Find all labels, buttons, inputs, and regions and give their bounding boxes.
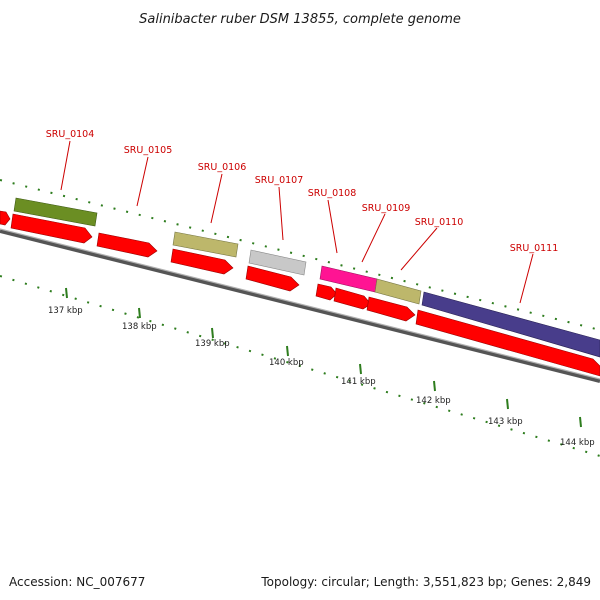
cds-arrow-sru-0104[interactable]: [10, 213, 93, 244]
genome-backbone: [0, 229, 600, 383]
genome-backbone-highlight: [0, 228, 600, 380]
gene-label-sru-0110[interactable]: SRU_0110: [415, 217, 464, 228]
kbp-label: 143 kbp: [488, 417, 523, 427]
kbp-label: 142 kbp: [416, 396, 451, 406]
scale-major-tick: [65, 287, 68, 299]
scale-major-tick: [579, 416, 582, 428]
gene-label-sru-0105[interactable]: SRU_0105: [124, 145, 173, 156]
cds-arrow-sru-0109[interactable]: [333, 287, 372, 310]
leader-line: [136, 156, 149, 207]
scale-major-tick: [286, 345, 289, 357]
cog-feature-sru-0109[interactable]: [374, 278, 422, 305]
scale-major-tick: [138, 307, 141, 319]
kbp-label: 140 kbp: [269, 358, 304, 368]
gene-label-sru-0111[interactable]: SRU_0111: [510, 243, 559, 254]
gene-label-sru-0104[interactable]: SRU_0104: [46, 129, 95, 140]
cog-feature-sru-0111[interactable]: [421, 291, 600, 358]
leader-line: [361, 213, 386, 263]
kbp-label: 141 kbp: [341, 377, 376, 387]
accession-text: Accession: NC_007677: [9, 575, 145, 589]
leader-line: [60, 140, 71, 191]
gene-label-sru-0106[interactable]: SRU_0106: [198, 162, 247, 173]
gene-label-sru-0109[interactable]: SRU_0109: [362, 203, 411, 214]
scale-major-tick: [506, 398, 509, 410]
cds-arrow-sru-0106[interactable]: [170, 248, 234, 275]
cds-arrow-sru-0105[interactable]: [96, 232, 158, 258]
cds-arrow-sru-0110[interactable]: [366, 296, 416, 322]
scale-tick-row: [0, 275, 600, 457]
leader-line: [327, 199, 338, 254]
cog-feature-sru-0107[interactable]: [248, 249, 307, 276]
scale-major-tick: [433, 380, 436, 392]
leader-line: [519, 253, 534, 304]
gene-label-sru-0108[interactable]: SRU_0108: [308, 188, 357, 199]
cog-feature-track: [13, 197, 600, 358]
cds-arrow-sru-0107[interactable]: [245, 265, 300, 292]
cds-arrow-sru-0108[interactable]: [315, 283, 338, 301]
kbp-label: 144 kbp: [560, 438, 595, 448]
leader-line: [210, 173, 223, 224]
gene-label-sru-0107[interactable]: SRU_0107: [255, 175, 304, 186]
gene-label-leaders: [60, 140, 534, 304]
kbp-label: 138 kbp: [122, 322, 157, 332]
cds-arrow-sru-0111[interactable]: [415, 309, 600, 377]
leader-line: [278, 186, 284, 241]
cds-arrow[interactable]: [0, 210, 11, 226]
scale-major-tick: [359, 363, 362, 375]
cog-feature-sru-0104[interactable]: [13, 197, 98, 227]
kbp-label: 139 kbp: [195, 339, 230, 349]
cog-feature-sru-0106[interactable]: [172, 231, 239, 258]
major-scale-ticks: [65, 287, 582, 428]
topology-text: Topology: circular; Length: 3,551,823 bp…: [260, 575, 591, 589]
scale-major-tick: [211, 327, 214, 339]
map-title: Salinibacter ruber DSM 13855, complete g…: [139, 12, 461, 27]
kbp-label: 137 kbp: [48, 306, 83, 316]
leader-line: [400, 227, 438, 271]
cds-track: [0, 210, 600, 377]
